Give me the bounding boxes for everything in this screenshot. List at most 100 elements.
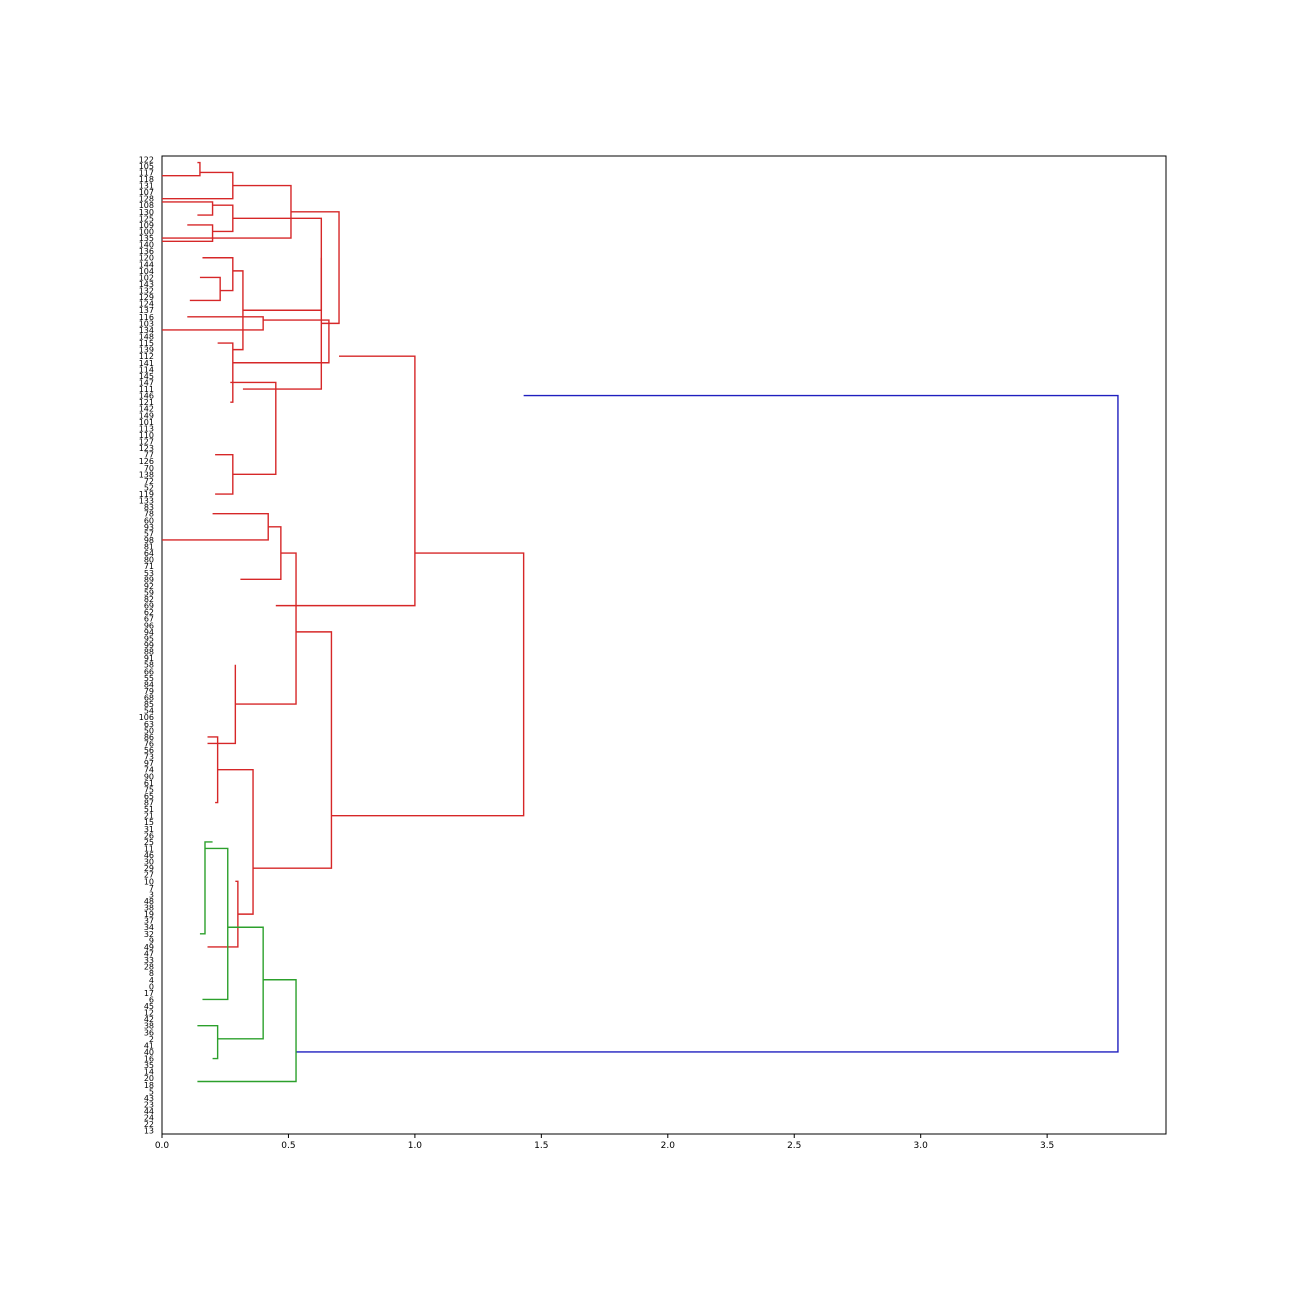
leaf-label: 123 [139,444,154,453]
leaf-label: 114 [139,365,154,374]
leaf-label: 60 [144,516,154,525]
dendrogram-link-23 [162,513,269,541]
leaf-label: 4 [149,976,154,985]
leaf-label: 99 [144,641,154,650]
leaf-label: 126 [139,457,154,466]
dendrogram-links [162,161,1119,1083]
dendrogram-link-16 [162,316,264,331]
leaf-label: 47 [144,949,154,958]
dendrogram-link-3 [290,211,340,325]
leaf-label: 98 [144,536,154,545]
leaf-label: 23 [144,1100,154,1109]
leaf-label: 26 [144,831,154,840]
leaf-label: 100 [139,227,154,236]
leaf-label: 103 [139,319,154,328]
leaf-label: 130 [139,208,154,217]
leaf-label: 125 [139,214,154,223]
leaf-label: 101 [139,418,154,427]
leaf-label: 91 [144,654,154,663]
leaf-label: 108 [139,201,154,210]
x-tick-label: 3.5 [1040,1141,1054,1151]
leaf-label: 33 [144,956,154,965]
dendrogram-link-20 [253,631,333,869]
leaf-label: 107 [139,188,154,197]
leaf-label: 96 [144,621,154,630]
dendrogram-link-11 [162,224,214,243]
leaf-label: 12 [144,1009,154,1018]
leaf-label: 104 [139,267,154,276]
leaf-label: 56 [144,746,154,755]
leaf-label: 71 [144,562,154,571]
leaf-label: 6 [149,995,154,1004]
dendrogram-link-18 [230,381,277,476]
leaf-label: 27 [144,871,154,880]
leaf-label: 64 [144,549,154,558]
leaf-label: 78 [144,510,154,519]
leaf-label: 134 [139,326,154,335]
leaf-label: 149 [139,411,154,420]
leaf-label: 142 [139,405,154,414]
dendrogram-link-21 [235,552,297,705]
leaf-label: 17 [144,989,154,998]
dendrogram-link-15 [232,319,330,364]
leaf-label: 54 [144,707,154,716]
leaf-label: 144 [139,260,154,269]
dendrogram-link-26 [207,736,219,804]
dendrogram-link-10 [162,201,214,216]
leaf-label: 52 [144,483,154,492]
leaf-label: 43 [144,1094,154,1103]
leaf-label: 95 [144,634,154,643]
leaf-label: 66 [144,667,154,676]
leaf-label: 3 [149,890,154,899]
leaf-label: 41 [144,1041,154,1050]
leaf-label: 105 [139,162,154,171]
leaf-label: 42 [144,1015,154,1024]
leaf-label: 148 [139,333,154,342]
leaf-label: 121 [139,398,154,407]
leaf-label: 131 [139,182,154,191]
dendrogram-link-9 [212,204,234,233]
leaf-label: 25 [144,838,154,847]
dendrogram-link-27 [207,880,239,948]
dendrogram-link-6 [162,161,201,177]
leaf-label: 141 [139,359,154,368]
leaf-label: 61 [144,779,154,788]
x-tick-label: 0.5 [281,1141,295,1151]
leaf-label: 129 [139,293,154,302]
leaf-label: 79 [144,687,154,696]
leaf-label: 16 [144,1055,154,1064]
leaf-label: 85 [144,700,154,709]
leaf-label: 127 [139,438,154,447]
leaf-label: 38 [144,1022,154,1031]
leaf-label: 20 [144,1074,154,1083]
leaf-label: 77 [144,451,154,460]
dendrogram-link-30 [202,847,229,1001]
leaf-label: 21 [144,812,154,821]
leaf-label: 49 [144,943,154,952]
leaf-label: 58 [144,661,154,670]
x-axis: 0.0 0.5 1.0 1.5 2.0 2.5 3.0 3.5 [155,1134,1054,1151]
leaf-label: 88 [144,648,154,657]
leaf-label: 84 [144,680,154,689]
x-tick-label: 2.5 [787,1141,801,1151]
leaf-label: 68 [144,694,154,703]
leaf-label: 102 [139,273,154,282]
leaf-label: 11 [144,844,154,853]
leaf-label: 111 [139,385,154,394]
leaf-label: 137 [139,306,154,315]
leaf-label: 89 [144,575,154,584]
leaf-label: 81 [144,543,154,552]
dendrogram-link-14 [189,276,221,302]
leaf-label: 143 [139,280,154,289]
leaf-label: 46 [144,851,154,860]
dendrogram-link-13 [202,257,234,292]
dendrogram-link-29 [217,926,264,1040]
leaf-label: 93 [144,523,154,532]
leaf-label: 145 [139,372,154,381]
leaf-label: 51 [144,805,154,814]
dendrogram-link-31 [199,841,213,935]
leaf-label: 106 [139,713,154,722]
leaf-label: 117 [139,168,154,177]
leaf-label: 136 [139,247,154,256]
leaf-label: 24 [144,1114,154,1123]
